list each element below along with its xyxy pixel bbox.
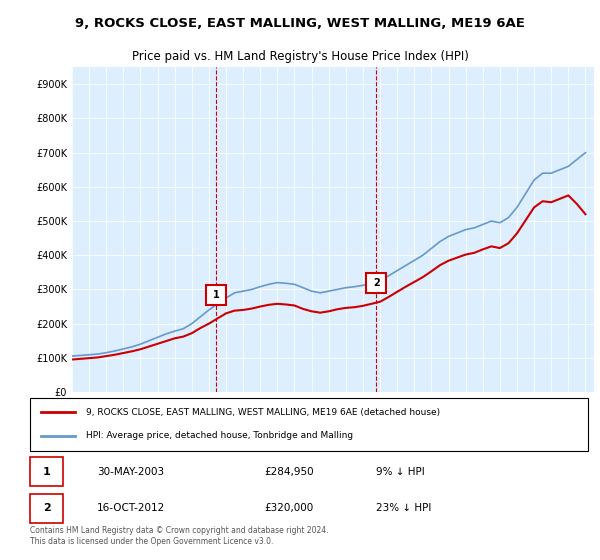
Text: 2: 2	[43, 503, 50, 513]
FancyBboxPatch shape	[30, 457, 64, 486]
Text: 30-MAY-2003: 30-MAY-2003	[97, 467, 164, 477]
Text: 1: 1	[212, 290, 220, 300]
FancyBboxPatch shape	[30, 494, 64, 523]
Text: 9, ROCKS CLOSE, EAST MALLING, WEST MALLING, ME19 6AE: 9, ROCKS CLOSE, EAST MALLING, WEST MALLI…	[75, 17, 525, 30]
Text: £284,950: £284,950	[265, 467, 314, 477]
Text: 16-OCT-2012: 16-OCT-2012	[97, 503, 165, 513]
Text: 2: 2	[373, 278, 380, 288]
Text: 9% ↓ HPI: 9% ↓ HPI	[376, 467, 425, 477]
Text: 23% ↓ HPI: 23% ↓ HPI	[376, 503, 431, 513]
Text: Price paid vs. HM Land Registry's House Price Index (HPI): Price paid vs. HM Land Registry's House …	[131, 50, 469, 63]
Text: 1: 1	[43, 467, 50, 477]
Text: £320,000: £320,000	[265, 503, 314, 513]
Text: Contains HM Land Registry data © Crown copyright and database right 2024.
This d: Contains HM Land Registry data © Crown c…	[30, 526, 329, 546]
FancyBboxPatch shape	[30, 398, 588, 451]
Text: HPI: Average price, detached house, Tonbridge and Malling: HPI: Average price, detached house, Tonb…	[86, 431, 353, 440]
Text: 9, ROCKS CLOSE, EAST MALLING, WEST MALLING, ME19 6AE (detached house): 9, ROCKS CLOSE, EAST MALLING, WEST MALLI…	[86, 408, 440, 417]
